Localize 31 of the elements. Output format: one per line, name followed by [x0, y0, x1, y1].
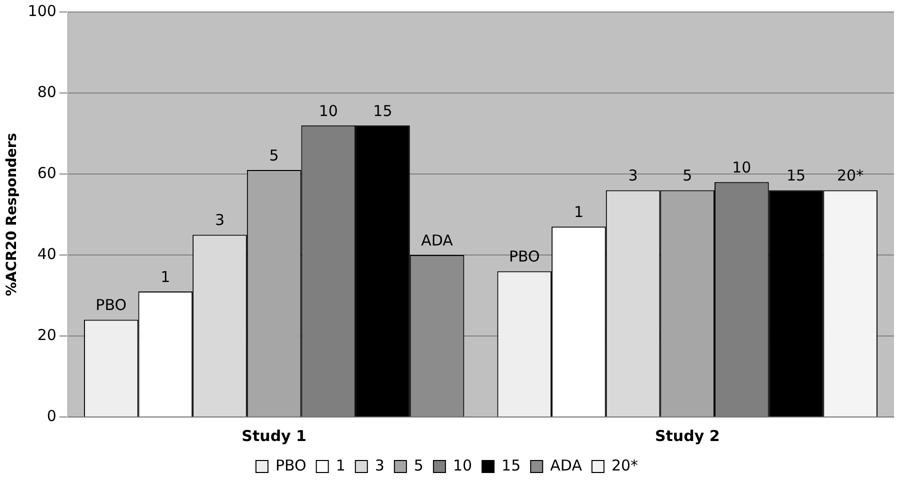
- text: 5: [269, 146, 279, 164]
- legend-label: 10: [452, 456, 472, 474]
- text: 5: [682, 166, 692, 185]
- text: 1: [160, 268, 170, 286]
- y-tick-label: 60: [37, 164, 56, 182]
- legend-label: 20*: [611, 456, 639, 474]
- text: 10: [732, 158, 752, 176]
- text: 15: [786, 166, 806, 185]
- y-axis-title: %ACR20 Responders: [4, 132, 20, 296]
- y-tick-label: 100: [28, 2, 56, 20]
- legend-label: 5: [414, 456, 424, 474]
- text: 1: [574, 203, 584, 222]
- legend-label: 15: [502, 456, 521, 474]
- text: 10: [318, 102, 338, 120]
- legend-label: 3: [374, 456, 384, 474]
- y-tick-label: 20: [37, 326, 56, 344]
- text: 15: [373, 102, 392, 120]
- legend-label: 1: [336, 456, 346, 474]
- x-tick-label: Study 2: [654, 426, 720, 445]
- legend-label: ADA: [550, 456, 583, 474]
- text: ADA: [421, 231, 453, 250]
- text: PBO: [96, 296, 127, 314]
- y-tick-label: 0: [46, 406, 56, 425]
- y-tick-label: 80: [37, 82, 56, 101]
- text: 20*: [837, 166, 864, 185]
- legend-label: PBO: [275, 456, 306, 474]
- y-tick-label: 40: [37, 244, 56, 263]
- text: PBO: [508, 248, 540, 266]
- text: 3: [628, 166, 638, 185]
- text: 3: [214, 211, 225, 230]
- x-tick-label: Study 1: [242, 426, 306, 445]
